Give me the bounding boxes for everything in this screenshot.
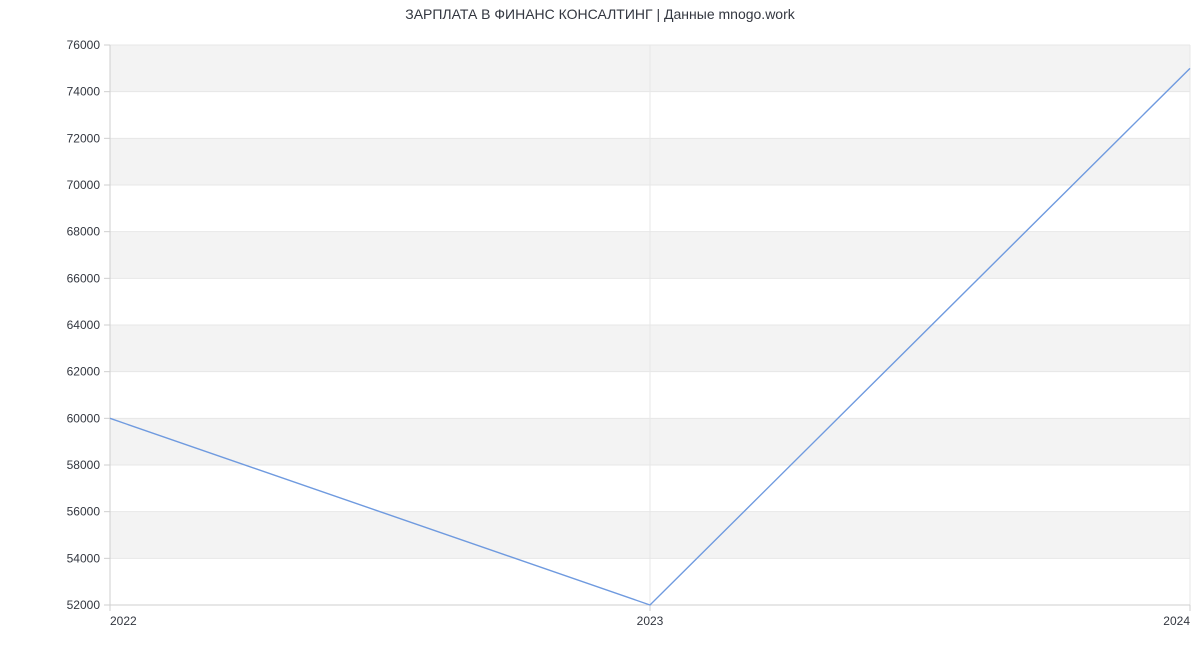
x-tick-label: 2024 bbox=[1163, 614, 1190, 628]
x-tick-label: 2023 bbox=[637, 614, 664, 628]
salary-line-chart: ЗАРПЛАТА В ФИНАНС КОНСАЛТИНГ | Данные mn… bbox=[0, 0, 1200, 650]
chart-svg: 52000 54000 56000 58000 60000 62000 64000 66000… bbox=[0, 0, 1200, 650]
y-tick-label: 64000 bbox=[67, 318, 101, 332]
y-tick-label: 70000 bbox=[67, 178, 101, 192]
y-tick-label: 58000 bbox=[67, 458, 101, 472]
y-tick-label: 74000 bbox=[67, 85, 101, 99]
y-tick-label: 60000 bbox=[67, 411, 101, 425]
x-tick-label: 2022 bbox=[110, 614, 137, 628]
y-tick-label: 52000 bbox=[67, 598, 101, 612]
y-tick-label: 68000 bbox=[67, 225, 101, 239]
y-tick-label: 66000 bbox=[67, 271, 101, 285]
y-tick-label: 54000 bbox=[67, 551, 101, 565]
y-tick-label: 62000 bbox=[67, 365, 101, 379]
y-tick-label: 72000 bbox=[67, 131, 101, 145]
y-tick-label: 56000 bbox=[67, 505, 101, 519]
y-tick-label: 76000 bbox=[67, 38, 101, 52]
